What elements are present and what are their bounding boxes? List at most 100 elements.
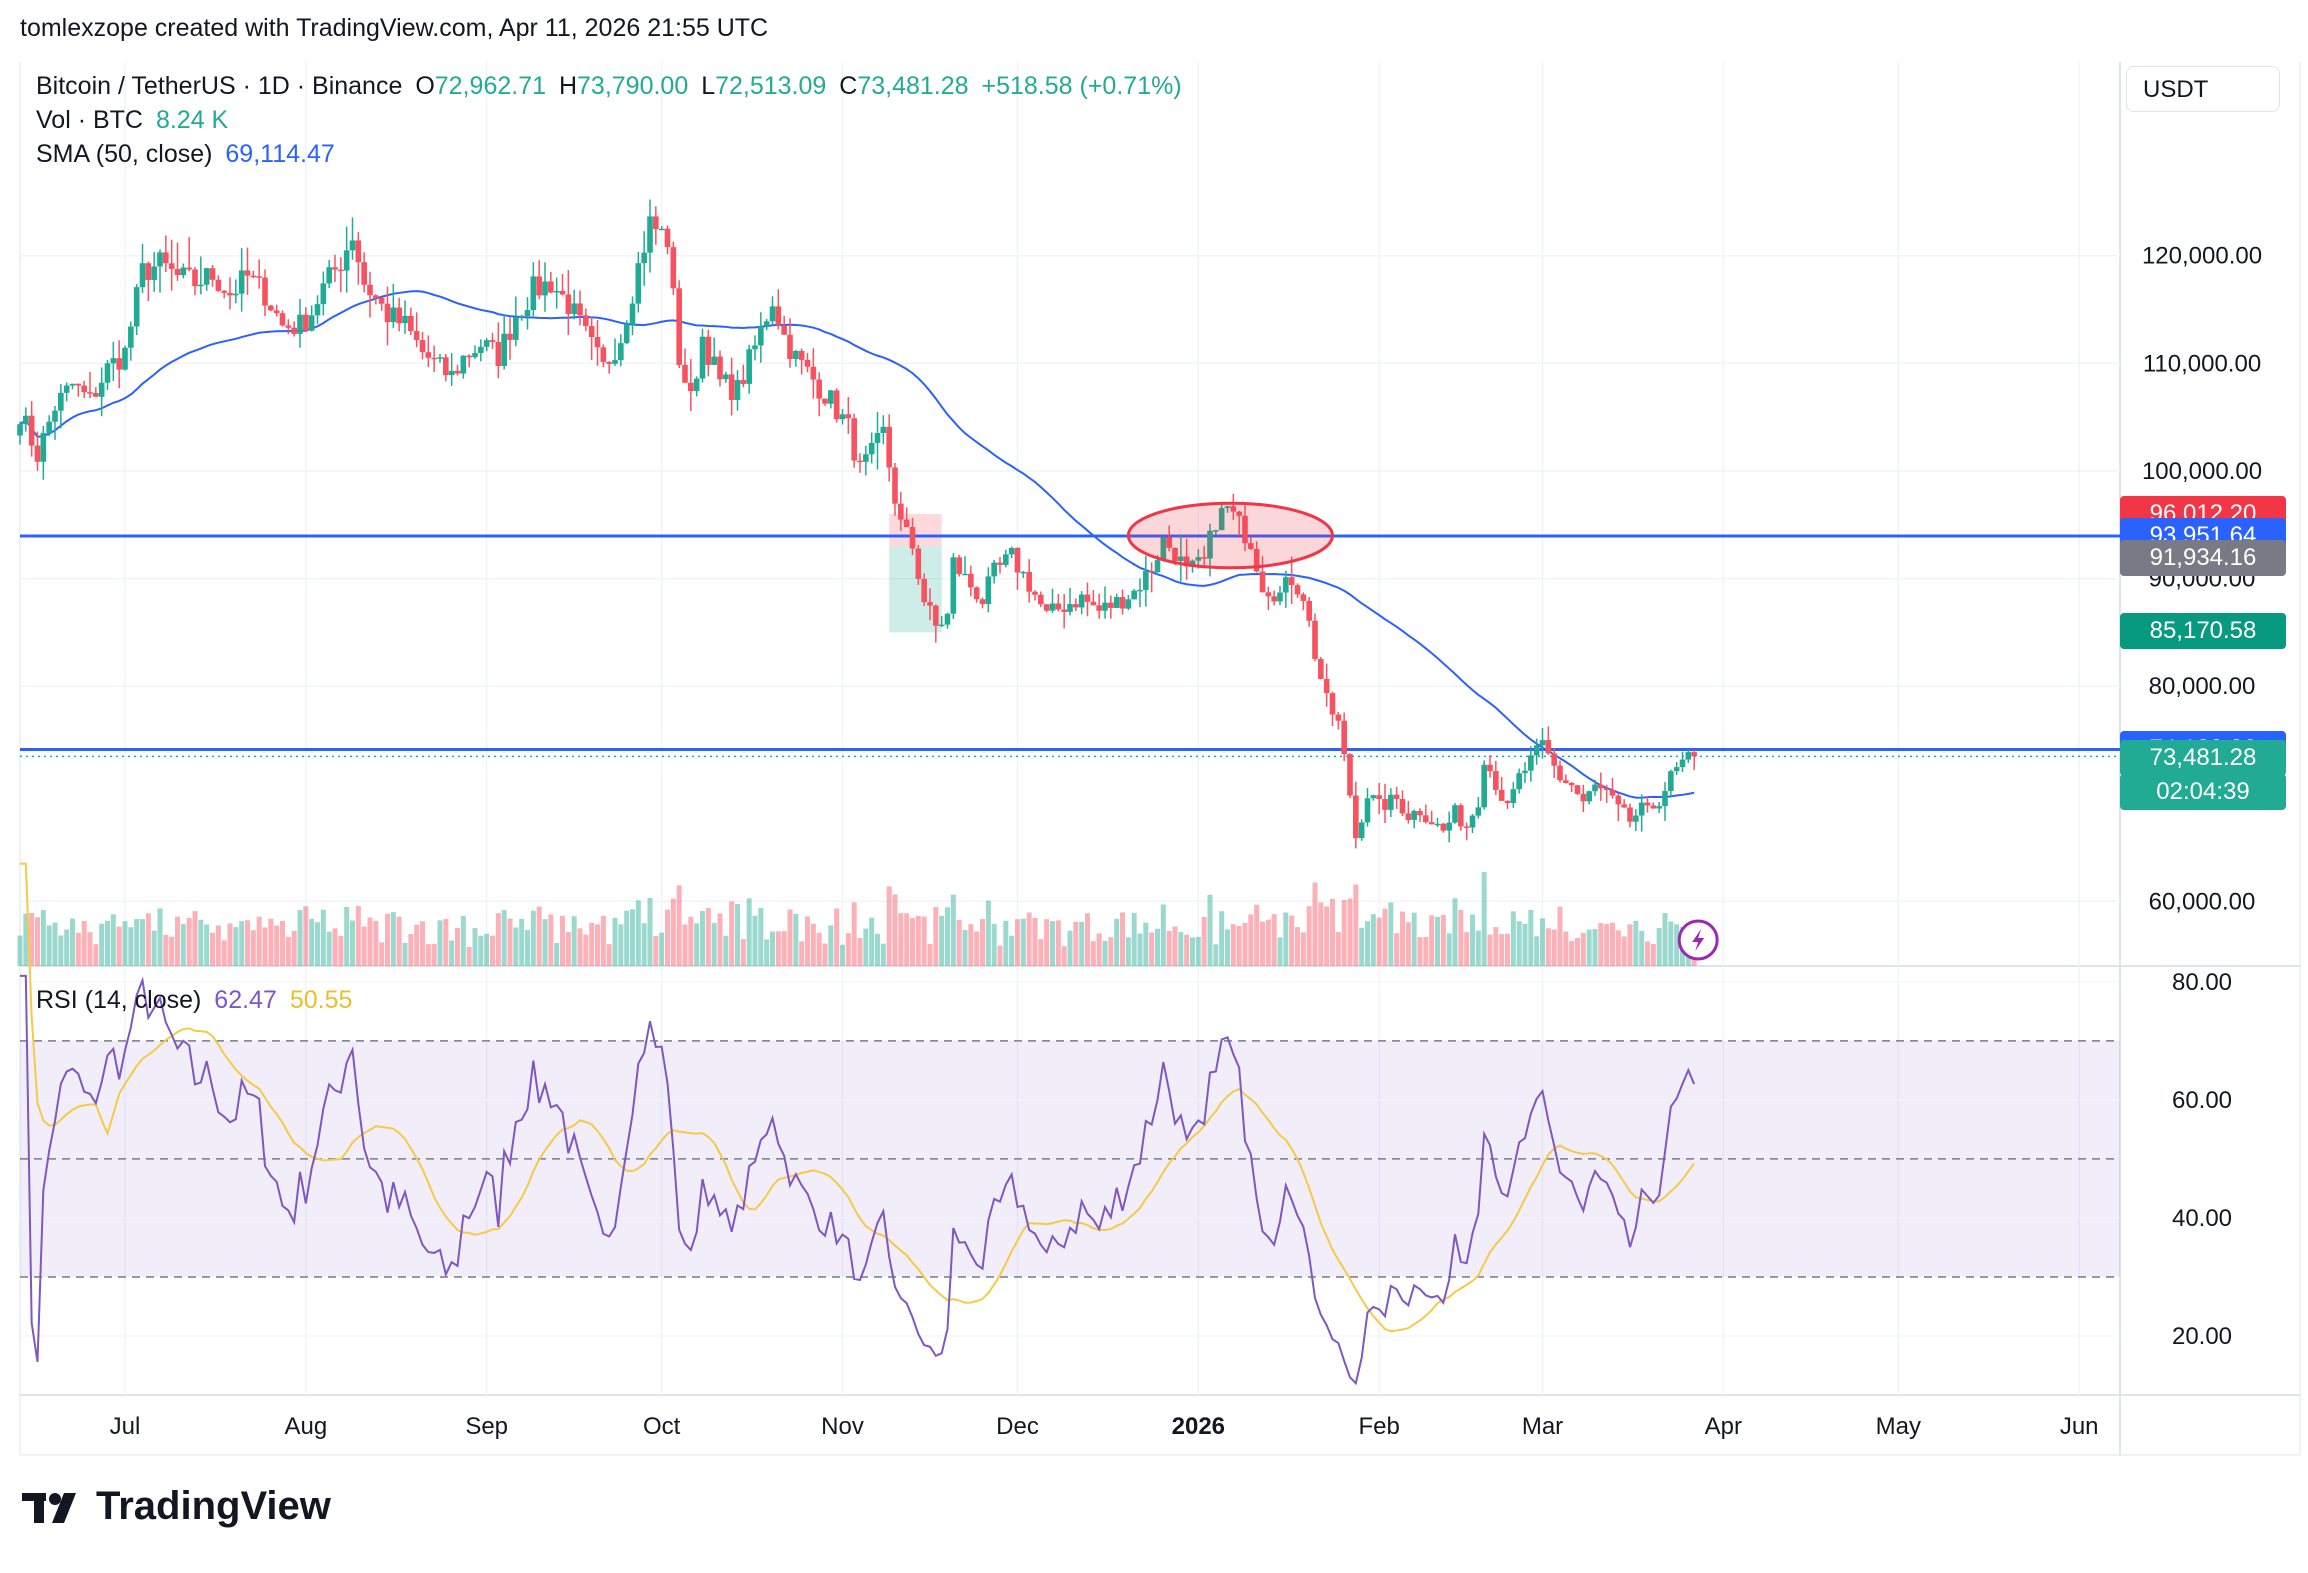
candle-body [787,334,793,360]
candle-body [886,426,892,468]
volume-bar [670,898,676,966]
candle-body [163,252,169,264]
ellipse-annotation [1126,501,1334,570]
candle-body [1242,515,1248,544]
volume-bar [1557,906,1563,966]
volume-bar [962,930,968,966]
volume-bar [1458,909,1464,966]
candle-body [17,424,23,436]
candle-body [34,445,41,462]
candle-body [752,345,758,350]
volume-bar [880,943,886,966]
volume-bar [1067,930,1073,966]
time-axis-label: Aug [284,1413,327,1440]
volume-bar [239,921,245,966]
candle-body [775,306,782,326]
candle-body [594,337,601,348]
candle-body [1405,813,1412,821]
tradingview-logo-icon [22,1487,86,1527]
volume-bar [1125,937,1131,966]
candle-body [1399,799,1406,814]
time-axis-label: Jun [2060,1413,2099,1440]
volume-bar [618,924,624,966]
candle-body [413,331,420,341]
volume-bar [315,922,320,966]
rsi-legend[interactable]: RSI (14, close) 62.47 50.55 [36,986,358,1015]
candle-body [1487,764,1493,772]
volume-bar [1446,933,1452,966]
volume-bar [892,894,898,966]
volume-bar [40,910,46,966]
rsi-label[interactable]: RSI (14, close) [36,986,202,1014]
volume-bar [799,941,805,966]
volume-bar [1604,923,1610,966]
candle-body [28,415,35,446]
volume-bar [1470,914,1475,966]
candle-body [1353,795,1359,839]
time-axis-label: Sep [465,1413,508,1440]
candle-body [273,310,280,314]
volume-bar [1417,937,1423,966]
candle-body [583,315,589,327]
candle-body [1498,789,1505,801]
volume-bar [472,928,478,966]
candle-body [548,281,554,293]
volume-bar [1335,931,1341,966]
volume-bar [1236,925,1242,966]
candle-body [1615,795,1622,805]
candle-body [1568,782,1575,786]
symbol-name[interactable]: Bitcoin / TetherUS · 1D · Binance [36,72,403,100]
volume-bar [145,913,151,966]
candle-body [1271,596,1277,602]
candle-body [1627,807,1633,822]
volume-bar [1674,924,1680,966]
volume-bar [705,908,711,966]
volume-bar [46,925,52,966]
candle-body [950,557,957,614]
volume-bar [1248,914,1254,966]
volume-bar [915,915,921,966]
candle-body [991,562,997,577]
volume-bar [717,913,723,966]
volume-bar [402,942,408,966]
candle-body [851,418,857,461]
volume-bar [1090,941,1096,966]
volume-legend[interactable]: Vol · BTC 8.24 K [36,106,234,135]
volume-bar [764,939,770,966]
volume-bar [373,920,379,966]
candle-body [303,314,309,331]
volume-bar [1429,915,1435,966]
candle-body [1685,752,1692,760]
volume-bar [1440,914,1446,966]
volume-bar [1289,915,1295,966]
time-axis-label: Feb [1358,1413,1399,1440]
candle-body [63,385,70,393]
candle-body [723,374,729,380]
candle-body [279,313,286,326]
currency-button[interactable]: USDT [2126,66,2280,112]
volume-bar [1166,930,1172,966]
volume-bar [834,908,840,966]
volume-bar [204,924,210,966]
candle-body [151,266,157,280]
candle-body [384,303,391,323]
volume-bar [1143,922,1149,966]
volume-bar [635,900,641,966]
volume-bar [326,931,332,966]
candle-body [530,276,537,310]
volume-label[interactable]: Vol · BTC [36,106,143,134]
volume-bar [70,918,75,966]
volume-bar [1306,906,1312,966]
sma-label[interactable]: SMA (50, close) [36,140,213,168]
candle-body [1533,745,1540,756]
candle-body [291,327,297,334]
volume-bar [927,943,933,966]
candle-body [478,346,484,354]
tradingview-logo[interactable]: TradingView [22,1484,331,1529]
price-tag: 85,170.58 [2120,612,2286,649]
volume-bar [309,918,315,966]
sma-legend[interactable]: SMA (50, close) 69,114.47 [36,140,341,169]
volume-bar [1295,927,1300,966]
symbol-legend[interactable]: Bitcoin / TetherUS · 1D · Binance O72,96… [36,72,1188,101]
